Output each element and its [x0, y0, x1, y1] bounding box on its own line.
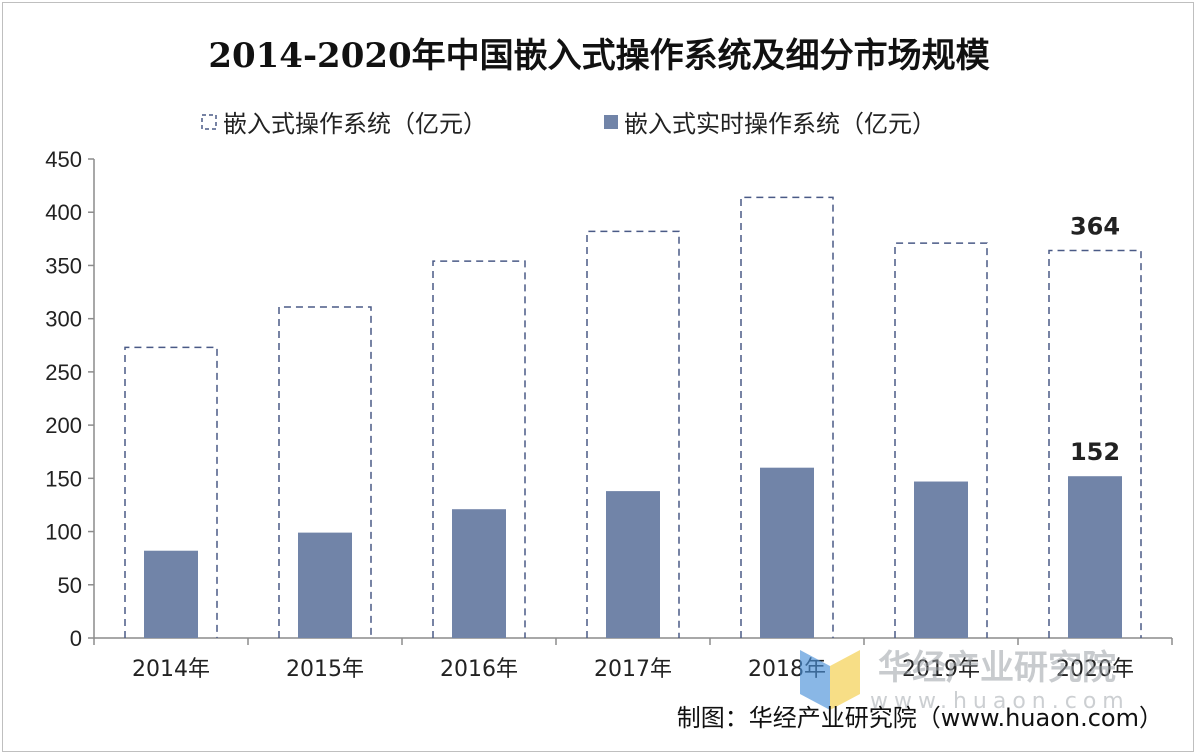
bar-outline-2020年 — [1048, 249, 1142, 638]
bar-filled-2016年 — [452, 509, 506, 638]
x-tick-label: 2014年 — [132, 657, 210, 682]
legend: 嵌入式操作系统（亿元） 嵌入式实时操作系统（亿元） — [201, 110, 936, 138]
bar-outline-2015年 — [278, 306, 372, 638]
bar-filled-2017年 — [606, 491, 660, 638]
watermark-text: 华经产业研究院 — [878, 648, 1116, 688]
y-tick-label: 250 — [45, 360, 82, 385]
x-tick-label: 2017年 — [594, 657, 672, 682]
y-tick-label: 50 — [58, 573, 82, 598]
y-tick-label: 0 — [70, 626, 82, 651]
bar-filled-2015年 — [298, 532, 352, 638]
y-tick-label: 450 — [45, 147, 82, 172]
x-tick-label: 2020年 — [1056, 657, 1134, 682]
legend-swatch-filled — [604, 115, 618, 129]
bar-outline-2017年 — [586, 230, 680, 638]
source-note: 制图：华经产业研究院（www.huaon.com） — [677, 704, 1163, 732]
series-outline-bars — [124, 196, 1142, 638]
y-tick-label: 300 — [45, 307, 82, 332]
legend-label-filled: 嵌入式实时操作系统（亿元） — [624, 110, 936, 138]
y-tick-label: 200 — [45, 413, 82, 438]
data-label: 364 — [1070, 213, 1120, 241]
y-tick-label: 350 — [45, 253, 82, 278]
y-axis: 0 50 100 150 200 250 300 350 400 450 — [45, 147, 95, 651]
series-filled-bars — [144, 467, 1122, 638]
bar-outline-2018年 — [740, 196, 834, 638]
legend-swatch-outline — [201, 114, 217, 130]
x-tick-label: 2019年 — [902, 657, 980, 682]
watermark-url: www.huaon.com — [870, 689, 1130, 714]
bar-filled-2020年 — [1068, 476, 1122, 638]
data-label: 152 — [1070, 438, 1120, 466]
y-tick-label: 400 — [45, 200, 82, 225]
y-tick-label: 150 — [45, 466, 82, 491]
data-labels: 364 152 — [1070, 213, 1120, 467]
watermark: 华经产业研究院 www.huaon.com — [800, 648, 1130, 714]
bar-outline-2019年 — [894, 242, 988, 638]
watermark-logo-icon — [800, 650, 860, 710]
bar-outline-2014年 — [124, 346, 218, 638]
bar-filled-2014年 — [144, 550, 198, 638]
x-tick-label: 2015年 — [286, 657, 364, 682]
x-tick-label: 2016年 — [440, 657, 518, 682]
legend-label-outline: 嵌入式操作系统（亿元） — [223, 110, 487, 138]
bar-outline-2016年 — [432, 260, 526, 638]
bar-filled-2018年 — [760, 467, 814, 638]
y-tick-label: 100 — [45, 520, 82, 545]
chart-title: 2014-2020年中国嵌入式操作系统及细分市场规模 — [208, 36, 989, 76]
bar-filled-2019年 — [914, 481, 968, 638]
